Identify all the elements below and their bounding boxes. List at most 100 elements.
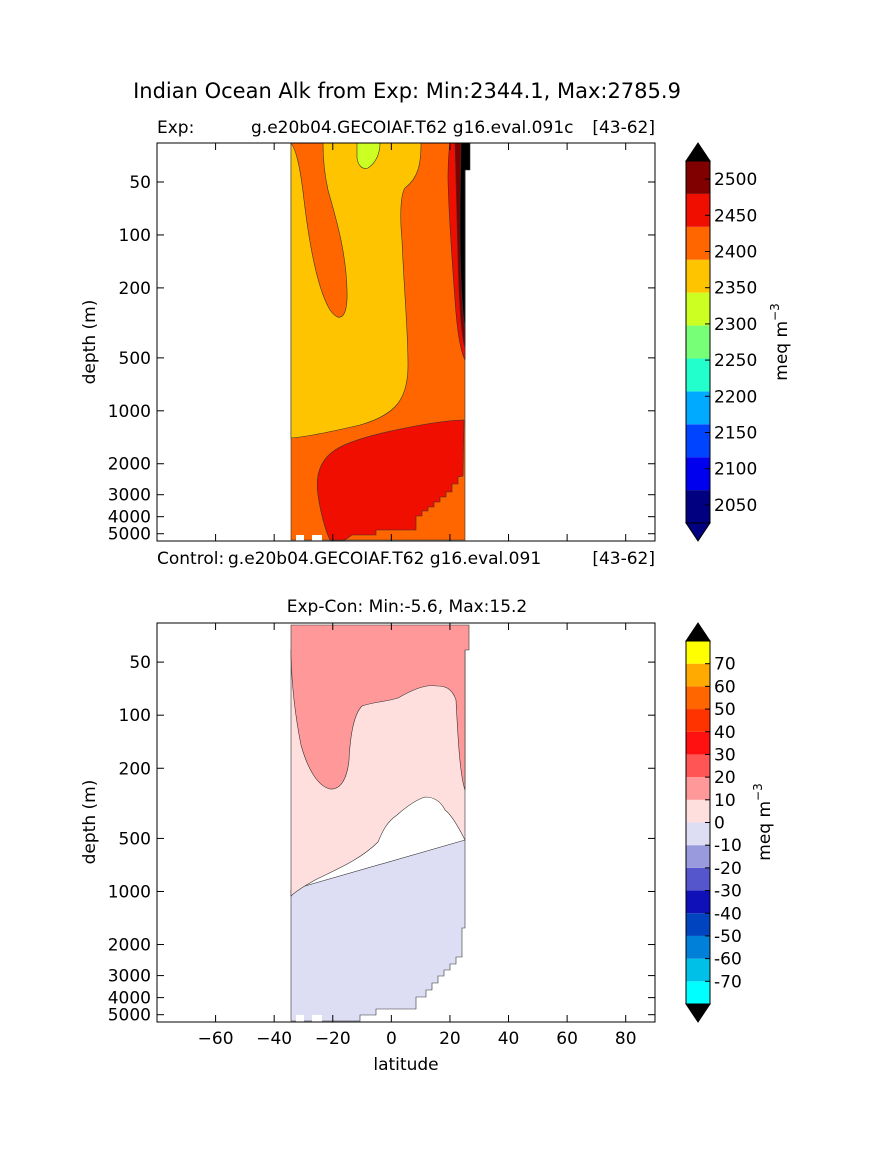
panel-exp: Exp: g.e20b04.GECOIAF.T62 g16.eval.091c …	[80, 118, 792, 545]
panel2-colorbar-tick-label: 40	[714, 723, 736, 743]
panel2-ytick-label: 50	[129, 653, 151, 673]
panel1-colorbar-band	[686, 391, 710, 425]
panel2-colorbar-band	[686, 641, 710, 664]
panel1-frame	[156, 142, 656, 542]
panel2-colorbar-band	[686, 709, 710, 732]
panel1-colorbar-tick-label: 2400	[714, 243, 757, 263]
panel1-ytick-label: 100	[119, 226, 151, 246]
panel1-ytick-label: 3000	[108, 486, 151, 506]
panel2-land-notches	[296, 1015, 322, 1022]
panel2-colorbar-tick-label: -20	[714, 859, 742, 879]
panel2-colorbar-band	[686, 822, 710, 846]
panel2-colorbar-band	[686, 799, 710, 823]
panel2-colorbar-band	[686, 754, 710, 778]
panel2-top-left: Control:	[157, 549, 224, 569]
panel2-xtick-label: 0	[386, 1029, 397, 1049]
panel-diff: Control: g.e20b04.GECOIAF.T62 g16.eval.0…	[80, 549, 775, 1075]
panel2-colorbar-band	[686, 845, 710, 868]
panel2-xtick-label: 20	[439, 1029, 461, 1049]
panel2-ytick-label: 500	[119, 829, 151, 849]
panel2-xtick-label: 80	[615, 1029, 637, 1049]
panel2-region-pink-upper	[290, 624, 470, 791]
panel2-ytick-label: 1000	[108, 882, 151, 902]
panel2-colorbar-band	[686, 935, 710, 959]
panel2-colorbar-band	[686, 981, 710, 1004]
figure-suptitle: Indian Ocean Alk from Exp: Min:2344.1, M…	[133, 79, 681, 103]
panel2-colorbar-band	[686, 663, 710, 687]
panel2-colorbar-band	[686, 913, 710, 936]
panel1-land-notches	[296, 535, 322, 541]
panel1-plot-area	[290, 142, 471, 541]
panel2-colorbar-under-triangle	[685, 1003, 711, 1023]
panel1-colorbar-under-triangle	[685, 522, 711, 542]
panel1-colorbar-label-text: meq m	[772, 321, 792, 381]
panel1-colorbar-tick-label: 2300	[714, 315, 757, 335]
panel2-colorbar-band	[686, 867, 710, 891]
panel1-colorbar-label-exponent: −3	[768, 303, 782, 321]
panel2-colorbar-label-exponent: −3	[751, 783, 765, 801]
panel1-colorbar-frame	[685, 160, 711, 524]
panel2-colorbar-tick-label: 30	[714, 745, 736, 765]
panel2-xtick-label: 60	[556, 1029, 578, 1049]
panel2-colorbar-tick-label: -70	[714, 972, 742, 992]
panel1-region-green-patch	[356, 142, 381, 169]
panel1-colorbar-tick-label: 2350	[714, 279, 757, 299]
panel2-colorbar-band	[686, 777, 710, 800]
panel1-ytick-label: 200	[119, 279, 151, 299]
panel2-colorbar-label-text: meq m	[755, 801, 775, 861]
panel1-xaxis-ticks	[215, 143, 627, 541]
panel2-xlabel: latitude	[373, 1055, 438, 1075]
panel1-colorbar-tick-label: 2250	[714, 351, 757, 371]
panel2-plot-area	[290, 624, 470, 1022]
panel1-colorbar-band	[686, 161, 710, 194]
panel2-ytick-label: 4000	[108, 989, 151, 1009]
panel2-colorbar-tick-label: 60	[714, 677, 736, 697]
panel1-ytick-label: 5000	[108, 525, 151, 545]
panel1-colorbar-tick-label: 2200	[714, 387, 757, 407]
panel2-colorbar-label: meq m−3	[751, 783, 775, 860]
panel2-xtick-label: 40	[498, 1029, 520, 1049]
panel2-title: Exp-Con: Min:-5.6, Max:15.2	[287, 597, 528, 617]
panel2-colorbar-over-triangle	[685, 622, 711, 642]
panel1-colorbar-tick-label: 2500	[714, 170, 757, 190]
panel2-colorbar-band	[686, 890, 710, 914]
panel1-colorbar-band	[686, 325, 710, 359]
panel2-colorbar-band	[686, 958, 710, 982]
panel2-xtick-label: −60	[198, 1029, 234, 1049]
panel1-colorbar-band	[686, 193, 710, 227]
panel2-colorbar-tick-label: 70	[714, 655, 736, 675]
panel2-colorbar-band	[686, 686, 710, 710]
panel1-colorbar-band	[686, 457, 710, 491]
panel1-ytick-label: 2000	[108, 455, 151, 475]
panel1-colorbar-label: meq m−3	[768, 303, 792, 380]
panel2-ytick-label: 100	[119, 706, 151, 726]
panel1-ylabel: depth (m)	[80, 300, 100, 385]
panel1-ytick-label: 500	[119, 349, 151, 369]
panel2-colorbar-tick-label: -30	[714, 882, 742, 902]
panel1-colorbar: 2050 2100 2150 2200 2250 2300 2350 2400 2450 2500	[685, 142, 757, 542]
panel2-ylabel: depth (m)	[80, 780, 100, 865]
panel2-ytick-label: 3000	[108, 967, 151, 987]
panel2-xtick-label: −40	[256, 1029, 292, 1049]
panel2-colorbar-tick-label: -10	[714, 836, 742, 856]
panel2-colorbar-tick-label: -60	[714, 950, 742, 970]
panel1-colorbar-tick-label: 2150	[714, 424, 757, 444]
panel2-xtick-label: −20	[315, 1029, 351, 1049]
panel1-colorbar-tick-label: 2450	[714, 206, 757, 226]
panel1-colorbar-tick-label: 2100	[714, 460, 757, 480]
panel2-region-lavender-deep	[290, 839, 466, 1022]
panel2-ytick-label: 5000	[108, 1006, 151, 1026]
panel1-ytick-label: 50	[129, 173, 151, 193]
panel1-colorbar-band	[686, 226, 710, 260]
panel2-colorbar-tick-label: 50	[714, 700, 736, 720]
panel1-colorbar-band	[686, 259, 710, 293]
panel2-colorbar-tick-label: 0	[714, 814, 725, 834]
panel1-title-right: [43-62]	[592, 118, 655, 138]
panel2-top-center: g.e20b04.GECOIAF.T62 g16.eval.091	[228, 549, 541, 569]
panel1-colorbar-tick-label: 2050	[714, 496, 757, 516]
panel2-top-right: [43-62]	[592, 549, 655, 569]
panel1-ytick-label: 4000	[108, 508, 151, 528]
panel1-colorbar-over-triangle	[685, 142, 711, 162]
